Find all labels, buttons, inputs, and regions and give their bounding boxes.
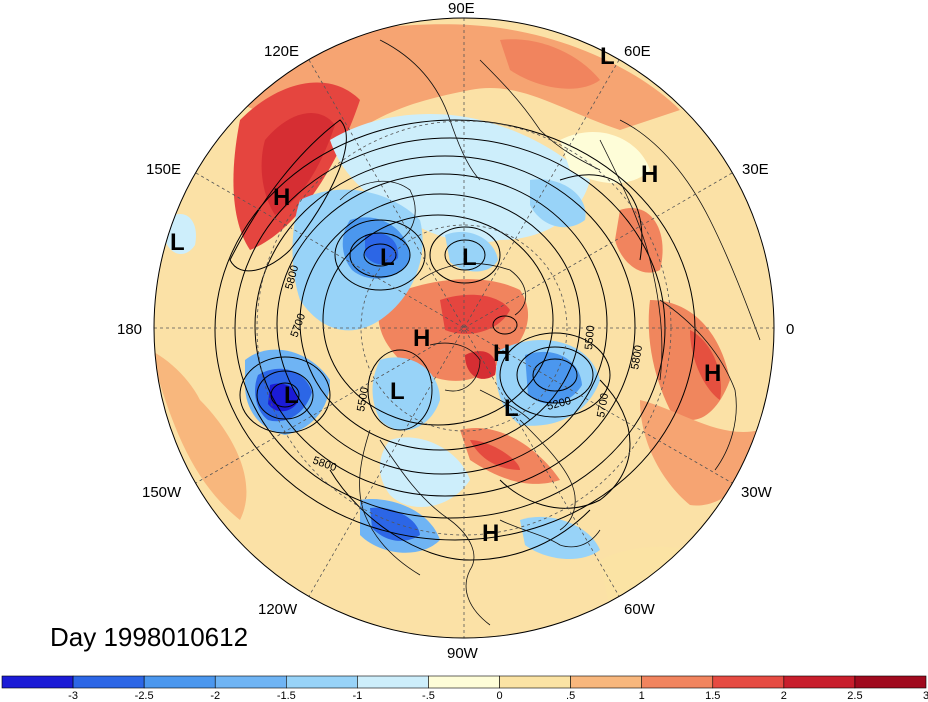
contour-label: 5700: [595, 392, 611, 418]
pressure-center-markers: H L L L H H L L L H H H L: [170, 43, 721, 547]
colorbar-swatch: [499, 675, 571, 689]
colorbar-tick-label: -1.5: [277, 690, 296, 702]
colorbar-tick-label: -3: [68, 690, 78, 702]
colorbar-tick-label: .5: [566, 690, 575, 702]
lon-label-30e: 30E: [742, 161, 769, 178]
pressure-center-l: L: [462, 244, 477, 271]
pressure-center-l: L: [284, 382, 299, 409]
lon-label-120e: 120E: [264, 43, 299, 60]
lon-label-60w: 60W: [624, 601, 656, 618]
colorbar-tick-label: 2.5: [847, 690, 862, 702]
anomaly-shading: [154, 24, 760, 638]
pressure-center-h: H: [482, 520, 499, 547]
colorbar-tick-label: -2.5: [135, 690, 154, 702]
colorbar-tick-label: 0: [496, 690, 502, 702]
map-title: Day 1998010612: [50, 622, 248, 652]
colorbar-swatch: [357, 675, 429, 689]
map-border: [153, 17, 775, 639]
colorbar-tick-label: -1: [352, 690, 362, 702]
map-disk: [154, 18, 774, 638]
lon-label-0: 0: [786, 321, 794, 338]
pressure-center-h: H: [493, 340, 510, 367]
colorbar-swatch: [1, 675, 74, 689]
colorbar-tick-label: 2: [781, 690, 787, 702]
colorbar-swatch: [214, 675, 287, 689]
height-contours: [214, 119, 696, 561]
lon-label-180: 180: [117, 321, 142, 338]
lon-label-150w: 150W: [142, 484, 182, 501]
lon-label-150e: 150E: [146, 161, 181, 178]
lon-label-30w: 30W: [741, 484, 773, 501]
lon-label-90w: 90W: [447, 645, 479, 662]
colorbar-swatch: [72, 675, 145, 689]
pressure-center-l: L: [380, 244, 395, 271]
colorbar-swatch: [854, 675, 927, 689]
pressure-center-h: H: [704, 360, 721, 387]
colorbar-tick-label: 3: [923, 690, 928, 702]
contour-label: 5800: [629, 344, 645, 370]
pressure-center-h: H: [641, 161, 658, 188]
contour-label: 5500: [583, 325, 597, 350]
pressure-center-l: L: [170, 229, 185, 256]
colorbar-swatch: [570, 675, 642, 689]
colorbar-swatch: [783, 675, 856, 689]
lon-label-60e: 60E: [624, 43, 651, 60]
colorbar-tick-label: -2: [210, 690, 220, 702]
colorbar-tick-label: 1.5: [705, 690, 720, 702]
lon-label-120w: 120W: [258, 601, 298, 618]
colorbar-tick-label: 1: [639, 690, 645, 702]
graticule: [154, 18, 774, 638]
pressure-center-l: L: [504, 395, 519, 422]
pressure-center-l: L: [600, 43, 615, 70]
lon-label-90e: 90E: [448, 0, 475, 17]
pressure-center-h: H: [273, 184, 290, 211]
colorbar-swatch: [143, 675, 216, 689]
colorbar-swatch: [286, 675, 358, 689]
pressure-center-h: H: [413, 325, 430, 352]
colorbar-swatch: [641, 675, 714, 689]
longitude-labels: 90E 60E 30E 0 30W 60W 90W 120W 150W 180 …: [117, 0, 794, 662]
colorbar-tick-label: -.5: [422, 690, 435, 702]
colorbar-swatch: [428, 675, 500, 689]
colorbar-swatch: [712, 675, 785, 689]
colorbar: -3 -2.5 -2 -1.5 -1 -.5 0 .5 1 1.5 2 2.5 3: [1, 675, 928, 702]
pressure-center-l: L: [390, 378, 405, 405]
contour-label: 5500: [355, 386, 371, 412]
